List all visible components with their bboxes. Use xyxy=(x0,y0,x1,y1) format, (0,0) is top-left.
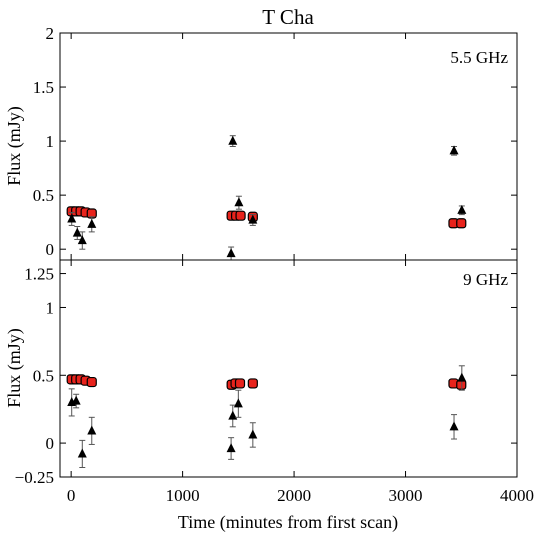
data-point-triangle xyxy=(71,395,81,405)
data-point-square xyxy=(456,379,467,390)
chart-title: T Cha xyxy=(262,5,314,29)
data-point-triangle xyxy=(67,213,77,223)
x-tick-label: 3000 xyxy=(389,486,423,505)
y-tick-label: 1.25 xyxy=(24,265,54,284)
x-axis-label: Time (minutes from first scan) xyxy=(178,512,398,533)
data-point-triangle xyxy=(87,218,97,228)
y-tick-label: 0.5 xyxy=(33,186,54,205)
data-point-triangle xyxy=(248,214,258,224)
data-point-triangle xyxy=(77,448,87,458)
y-tick-label: 0.5 xyxy=(33,366,54,385)
data-point-triangle xyxy=(233,398,243,408)
data-point-triangle xyxy=(77,235,87,245)
data-point-square xyxy=(456,218,467,229)
y-tick-label: 0 xyxy=(46,434,55,453)
data-point-triangle xyxy=(457,204,467,214)
y-ticks: −0.25 0 0.5 1 1.25 xyxy=(15,260,518,487)
y-tick-label: 1 xyxy=(46,132,55,151)
panel-5-5ghz: 5.5 GHz Flux (mJy) 0 0.5 1 1.5 2 xyxy=(4,24,518,261)
data-point-triangle xyxy=(248,429,258,439)
data-marks xyxy=(66,135,467,261)
y-ticks: 0 0.5 1 1.5 2 xyxy=(33,24,518,260)
data-point-triangle xyxy=(457,372,467,382)
x-tick-label: 4000 xyxy=(500,486,534,505)
data-point-triangle xyxy=(234,197,244,207)
data-point-triangle xyxy=(226,248,236,258)
panel-9ghz: 9 GHz Flux (mJy) −0.25 0 0.5 1 1.25 xyxy=(4,259,518,487)
data-point-square xyxy=(234,378,246,389)
x-tick-label: 2000 xyxy=(277,486,311,505)
data-point-square xyxy=(235,210,246,221)
y-axis-label: Flux (mJy) xyxy=(4,328,25,408)
panel-annotation: 5.5 GHz xyxy=(450,48,508,67)
x-ticks: 0 1000 2000 3000 4000 xyxy=(67,486,534,505)
data-point-triangle xyxy=(449,145,459,155)
data-point-triangle xyxy=(87,425,97,435)
panel-frame xyxy=(59,259,518,478)
x-tick-label: 0 xyxy=(67,486,76,505)
data-point-triangle xyxy=(226,443,236,453)
y-tick-label: 1 xyxy=(46,298,55,317)
data-point-triangle xyxy=(228,410,238,420)
y-tick-label: −0.25 xyxy=(15,468,54,487)
y-tick-label: 2 xyxy=(46,24,55,43)
data-marks xyxy=(66,365,467,469)
y-tick-label: 0 xyxy=(46,240,55,259)
data-point-triangle xyxy=(72,227,82,237)
data-point-triangle xyxy=(449,421,459,431)
panel-annotation: 9 GHz xyxy=(463,270,508,289)
y-tick-label: 1.5 xyxy=(33,78,54,97)
data-point-square xyxy=(86,376,97,388)
x-tick-label: 1000 xyxy=(166,486,200,505)
data-point-square xyxy=(247,378,258,389)
data-point-triangle xyxy=(228,135,238,145)
y-axis-label: Flux (mJy) xyxy=(4,106,25,186)
